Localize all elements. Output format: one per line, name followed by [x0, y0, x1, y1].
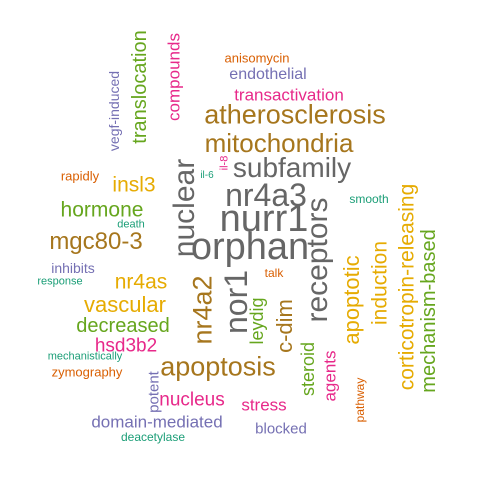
word-blocked: blocked: [255, 420, 307, 438]
word-nr4as: nr4as: [114, 270, 168, 294]
word-inhibits: inhibits: [51, 260, 95, 276]
word-endothelial: endothelial: [229, 66, 307, 83]
word-corticotropin-releasing: corticotropin-releasing: [395, 183, 419, 391]
word-atherosclerosis: atherosclerosis: [204, 99, 386, 130]
word-hormone: hormone: [60, 198, 144, 222]
word-agents: agents: [320, 350, 340, 402]
word-apoptosis: apoptosis: [160, 351, 276, 382]
word-mechanism-based: mechanism-based: [418, 229, 440, 393]
word-nurr1: nurr1: [219, 198, 309, 240]
word-mitochondria: mitochondria: [204, 128, 354, 158]
word-subfamily: subfamily: [232, 152, 352, 183]
word-pathway: pathway: [353, 377, 367, 423]
word-apoptotic: apoptotic: [339, 255, 364, 345]
word-zymography: zymography: [51, 364, 123, 380]
word-mechanistically: mechanistically: [47, 350, 123, 363]
word-death: death: [117, 218, 145, 231]
word-receptors: receptors: [301, 197, 334, 323]
word-orphan: orphan: [190, 226, 310, 268]
word-steroid: steroid: [298, 341, 318, 397]
word-induction: induction: [368, 240, 392, 326]
word-il-8: il-8: [218, 155, 231, 171]
word-c-dim: c-dim: [272, 299, 297, 353]
word-nr4a2: nr4a2: [187, 275, 218, 345]
word-nr4a3: nr4a3: [225, 177, 307, 213]
word-deacetylase: deacetylase: [120, 430, 186, 444]
word-domain-mediated: domain-mediated: [91, 412, 223, 432]
word-nuclear: nuclear: [168, 158, 201, 258]
word-talk: talk: [264, 266, 284, 280]
word-hsd3b2: hsd3b2: [94, 335, 158, 357]
word-il-6: il-6: [200, 170, 214, 181]
word-vascular: vascular: [84, 292, 166, 317]
word-transactivation: transactivation: [234, 85, 344, 105]
word-insl3: insl3: [112, 173, 156, 197]
word-compounds: compounds: [164, 33, 184, 121]
word-decreased: decreased: [76, 315, 170, 337]
word-stress: stress: [241, 395, 287, 415]
word-leydig: leydig: [247, 297, 267, 345]
word-nucleus: nucleus: [159, 389, 225, 411]
word-rapidly: rapidly: [60, 168, 100, 184]
word-translocation: translocation: [129, 30, 151, 144]
word-response: response: [37, 275, 83, 288]
word-smooth: smooth: [349, 192, 389, 206]
word-vegf-induced: vegf-induced: [106, 70, 122, 152]
word-anisomycin: anisomycin: [224, 50, 290, 66]
word-potent: potent: [145, 371, 163, 413]
word-mgc80-3: mgc80-3: [49, 228, 143, 255]
